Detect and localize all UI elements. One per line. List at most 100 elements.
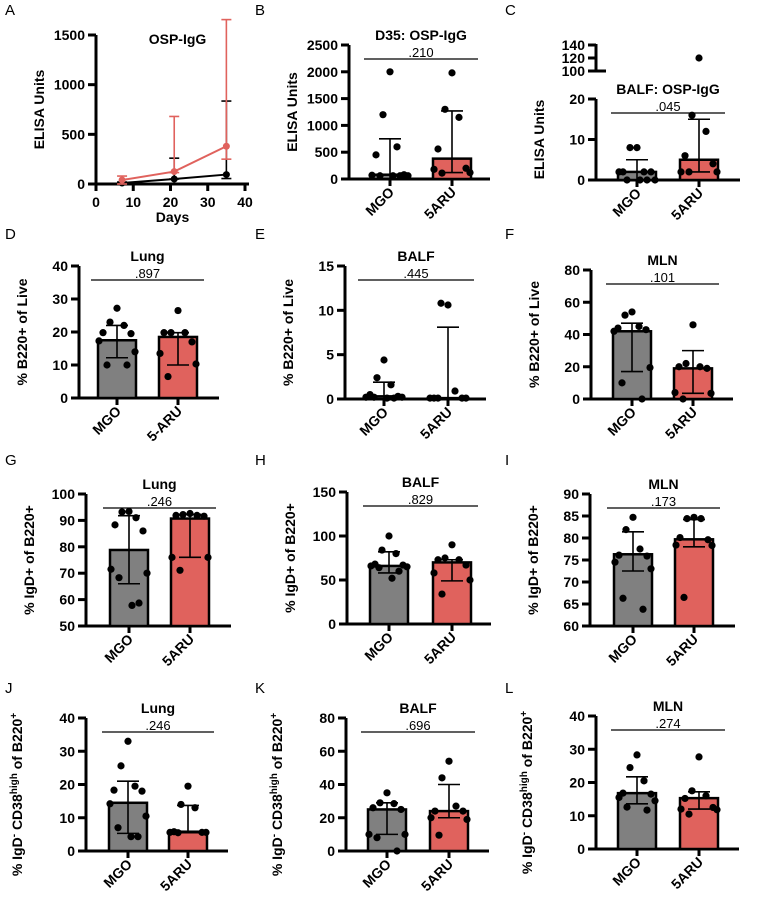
data-point bbox=[708, 541, 716, 550]
bar-group-aru: 5-ARU bbox=[144, 306, 200, 444]
y-tick-label: 80 bbox=[563, 530, 579, 546]
panel-letter: F bbox=[505, 226, 514, 243]
chart-title: MLN bbox=[647, 252, 677, 268]
bar-group-mgo: MGO bbox=[101, 507, 151, 666]
y-tick-label: 150 bbox=[313, 484, 337, 500]
y-tick-label: 10 bbox=[52, 357, 68, 373]
data-point bbox=[643, 806, 651, 814]
data-point bbox=[375, 564, 383, 572]
data-point bbox=[106, 318, 114, 326]
panel-letter: L bbox=[505, 680, 513, 697]
data-point bbox=[172, 511, 180, 519]
y-axis-label-part: CD38 bbox=[9, 794, 25, 834]
p-value: .897 bbox=[135, 266, 160, 281]
data-point bbox=[702, 127, 710, 135]
y-axis-label: ELISA Units bbox=[284, 72, 300, 152]
data-point bbox=[170, 168, 178, 176]
y-axis-label: % B220+ of Live bbox=[526, 281, 542, 388]
data-point bbox=[672, 541, 680, 549]
y-tick-label: 40 bbox=[52, 258, 68, 274]
data-point bbox=[378, 546, 386, 554]
y-axis-label-part: of B220 bbox=[519, 716, 535, 771]
panel-d: D % B220+ of Live 0 10 20 30 40 Lung .897 MGO 5-AR… bbox=[5, 226, 219, 444]
x-axis-label: Days bbox=[156, 209, 190, 225]
x-tick-label: 40 bbox=[237, 194, 253, 210]
data-point bbox=[138, 787, 146, 795]
y-tick-label: 10 bbox=[59, 810, 75, 826]
data-point bbox=[390, 800, 398, 808]
y-tick-label: 40 bbox=[564, 327, 580, 343]
data-point bbox=[398, 393, 406, 401]
data-point bbox=[192, 360, 200, 368]
y-axis-label-part: + bbox=[519, 711, 530, 717]
data-point bbox=[434, 556, 442, 564]
data-point bbox=[623, 176, 631, 184]
chart-title: BALF: OSP-IgG bbox=[616, 81, 720, 97]
category-label: 5ARU bbox=[662, 404, 700, 442]
data-point bbox=[395, 567, 403, 575]
y-tick-label: 140 bbox=[562, 37, 586, 53]
panel-letter: E bbox=[255, 226, 265, 243]
data-point bbox=[466, 576, 474, 584]
category-label: 5ARU bbox=[668, 185, 706, 223]
panel-letter: B bbox=[255, 2, 265, 19]
data-point bbox=[438, 169, 446, 177]
data-point bbox=[114, 824, 122, 832]
data-point bbox=[444, 301, 452, 309]
chart-title: Lung bbox=[130, 248, 164, 264]
data-point bbox=[463, 815, 471, 824]
data-point bbox=[170, 175, 178, 183]
y-tick-label: 20 bbox=[569, 775, 585, 791]
y-tick-label: 85 bbox=[563, 508, 579, 524]
data-point bbox=[127, 330, 135, 338]
panel-g: G % IgD+ of B220+ 50 60 70 80 90 100 Lung .246 MGO… bbox=[5, 452, 231, 669]
data-point bbox=[455, 113, 463, 121]
data-point bbox=[434, 145, 442, 153]
category-label: 5ARU bbox=[157, 856, 195, 894]
data-point bbox=[392, 550, 400, 558]
category-label: 5ARU bbox=[668, 854, 706, 892]
p-value: .246 bbox=[147, 494, 172, 509]
data-point bbox=[174, 306, 182, 315]
data-point bbox=[438, 590, 446, 598]
data-point bbox=[117, 762, 125, 770]
data-point bbox=[368, 171, 376, 179]
data-point bbox=[685, 810, 693, 818]
y-axis-label: % IgD- CD38high of B220+ bbox=[269, 713, 286, 877]
y-tick-label: 20 bbox=[569, 91, 585, 107]
y-tick-label: 15 bbox=[318, 258, 334, 274]
data-point bbox=[441, 554, 449, 562]
data-point bbox=[615, 168, 623, 176]
data-point bbox=[385, 532, 393, 540]
data-point bbox=[124, 737, 132, 745]
y-axis-label: ELISA Units bbox=[531, 99, 547, 179]
data-point bbox=[174, 829, 182, 837]
data-point bbox=[621, 311, 629, 319]
y-tick-label: 120 bbox=[562, 50, 586, 66]
data-point bbox=[707, 389, 715, 397]
y-tick-label: 75 bbox=[563, 552, 579, 568]
data-point bbox=[179, 510, 187, 519]
data-point bbox=[640, 168, 648, 176]
data-point bbox=[448, 69, 456, 77]
bar-group-mgo: MGO bbox=[605, 513, 655, 666]
category-label: MGO bbox=[609, 854, 644, 889]
data-point bbox=[441, 105, 449, 113]
bar-group-mgo: MGO bbox=[361, 532, 411, 664]
data-point bbox=[685, 168, 693, 176]
data-point bbox=[615, 551, 623, 559]
data-point bbox=[611, 558, 619, 566]
bar-group-mgo: MGO bbox=[359, 789, 409, 891]
data-point bbox=[640, 777, 648, 785]
y-tick-label: 100 bbox=[313, 528, 337, 544]
category-label: 5ARU bbox=[421, 629, 459, 667]
data-point bbox=[462, 394, 470, 402]
data-point bbox=[139, 527, 147, 535]
data-point bbox=[380, 356, 388, 364]
y-tick-label: 1500 bbox=[54, 27, 85, 43]
data-point bbox=[134, 833, 142, 841]
y-tick-label: 0 bbox=[577, 172, 585, 188]
data-point bbox=[633, 751, 641, 759]
data-point bbox=[135, 599, 143, 607]
y-axis-label-part: % IgD bbox=[269, 837, 285, 876]
